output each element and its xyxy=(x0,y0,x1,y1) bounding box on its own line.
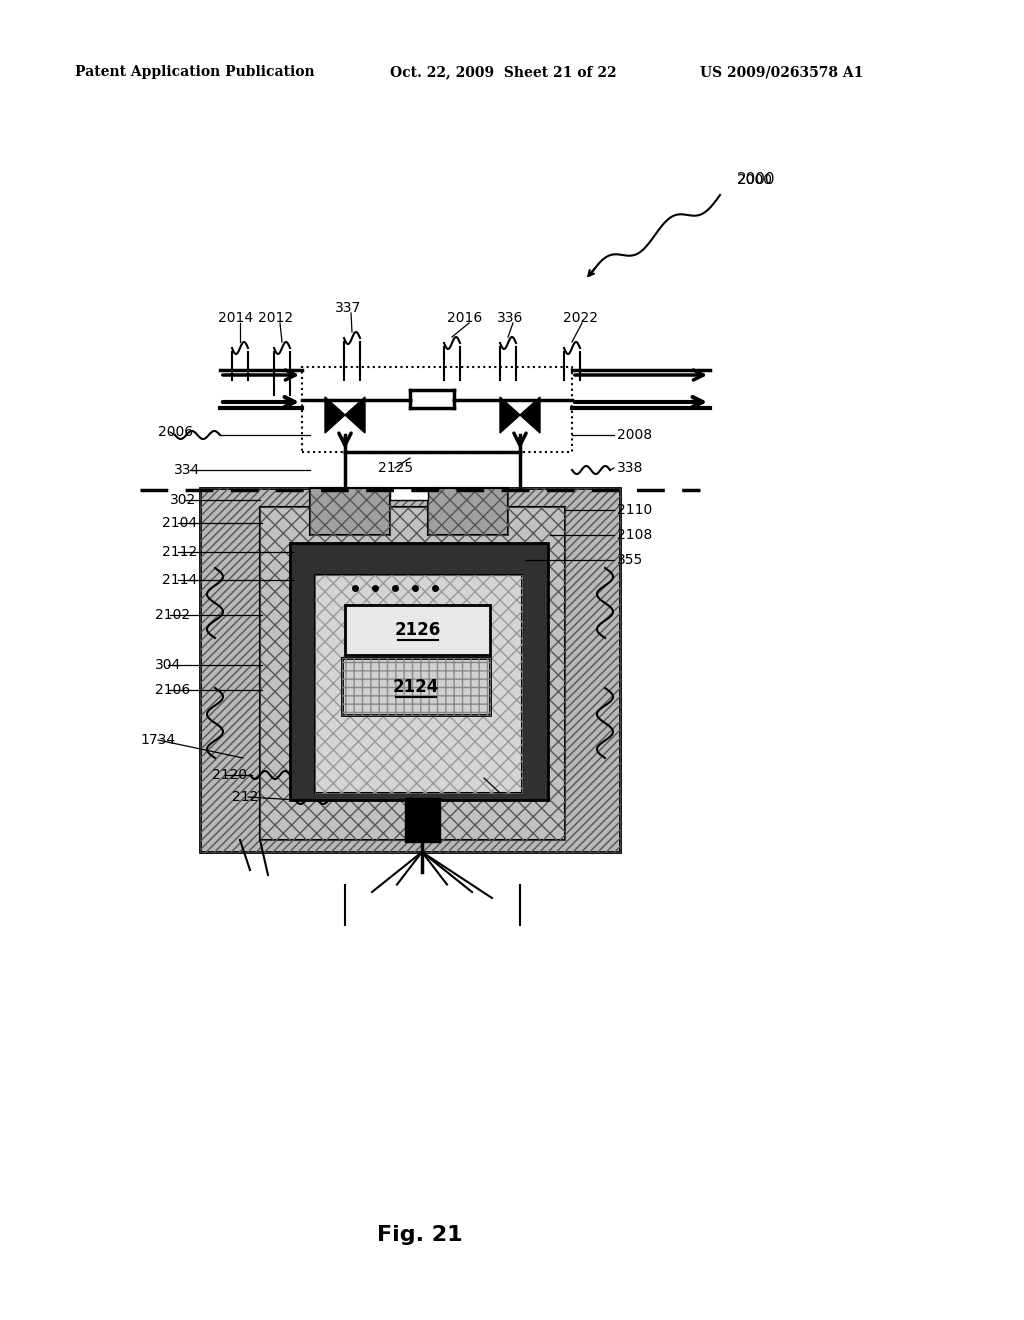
Text: 2014: 2014 xyxy=(218,312,253,325)
Text: US 2009/0263578 A1: US 2009/0263578 A1 xyxy=(700,65,863,79)
Text: 336: 336 xyxy=(497,312,523,325)
Bar xyxy=(428,488,508,535)
Bar xyxy=(428,488,508,535)
Bar xyxy=(315,576,522,793)
Bar xyxy=(342,657,490,715)
Text: 2112: 2112 xyxy=(162,545,198,558)
Text: Oct. 22, 2009  Sheet 21 of 22: Oct. 22, 2009 Sheet 21 of 22 xyxy=(390,65,616,79)
Bar xyxy=(200,488,620,851)
Text: 2118: 2118 xyxy=(400,803,435,817)
Text: 334: 334 xyxy=(174,463,201,477)
Bar xyxy=(302,367,572,451)
Text: 1734: 1734 xyxy=(140,733,175,747)
Text: Fig. 21: Fig. 21 xyxy=(377,1225,463,1245)
Bar xyxy=(310,488,390,535)
Polygon shape xyxy=(345,397,365,433)
Bar xyxy=(310,488,390,535)
Text: 2106: 2106 xyxy=(155,682,190,697)
Text: 2110: 2110 xyxy=(617,503,652,517)
Text: 2008: 2008 xyxy=(617,428,652,442)
Text: 2122: 2122 xyxy=(232,789,267,804)
Polygon shape xyxy=(520,397,540,433)
Text: 2126: 2126 xyxy=(394,620,440,639)
Text: 302: 302 xyxy=(170,492,197,507)
Bar xyxy=(390,488,428,500)
Text: 2114: 2114 xyxy=(162,573,198,587)
Text: 2000: 2000 xyxy=(737,173,775,187)
Bar xyxy=(200,488,620,851)
Polygon shape xyxy=(325,397,345,433)
Text: 2006: 2006 xyxy=(158,425,194,440)
Text: 2022: 2022 xyxy=(563,312,598,325)
Bar xyxy=(342,657,490,715)
Text: 2102: 2102 xyxy=(155,609,190,622)
Bar xyxy=(315,576,522,793)
Bar xyxy=(345,605,490,655)
Text: 2104: 2104 xyxy=(162,516,198,531)
Text: Patent Application Publication: Patent Application Publication xyxy=(75,65,314,79)
Text: 2012: 2012 xyxy=(258,312,293,325)
Text: 2125: 2125 xyxy=(378,461,413,475)
Polygon shape xyxy=(500,397,520,433)
Text: 2108: 2108 xyxy=(617,528,652,543)
Bar xyxy=(290,543,548,800)
Text: 338: 338 xyxy=(617,461,643,475)
Text: 2120: 2120 xyxy=(212,768,247,781)
Bar xyxy=(406,799,440,842)
Bar xyxy=(260,507,565,840)
Bar xyxy=(260,507,565,840)
Text: 355: 355 xyxy=(617,553,643,568)
Text: 2016: 2016 xyxy=(447,312,482,325)
Text: 304: 304 xyxy=(155,657,181,672)
Text: 2124: 2124 xyxy=(393,677,439,696)
Text: 337: 337 xyxy=(335,301,361,315)
Text: 2116: 2116 xyxy=(468,771,504,785)
Text: 2000: 2000 xyxy=(737,173,772,187)
